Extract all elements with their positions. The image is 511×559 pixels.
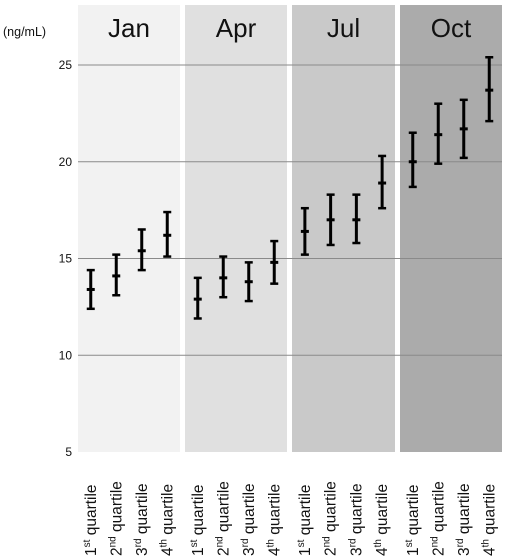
panel-background-jan — [78, 5, 180, 452]
x-tick-label-jul-q2: 2nd quartile — [322, 481, 340, 556]
panel-title-jul: Jul — [327, 13, 360, 43]
panel-title-apr: Apr — [216, 13, 257, 43]
panel-background-jul — [292, 5, 395, 452]
x-tick-label-oct-q2: 2nd quartile — [429, 481, 447, 556]
x-tick-label-apr-q3: 3rd quartile — [240, 483, 258, 556]
x-tick-label-jan-q4: 4th quartile — [158, 484, 176, 556]
x-tick-label-jul-q3: 3rd quartile — [347, 483, 365, 556]
errorbar-oct-q4 — [485, 56, 494, 123]
x-tick-label-apr-q1: 1st quartile — [189, 484, 207, 556]
errorbar-jul-q4 — [378, 154, 387, 210]
y-axis: (ng/mL) 5 10 15 20 25 — [3, 25, 72, 459]
y-tick-label-15: 15 — [59, 252, 73, 266]
season-panels: Jan Apr Jul Oct — [78, 5, 502, 452]
x-tick-label-oct-q4: 4th quartile — [480, 484, 498, 556]
errorbar-apr-q2 — [219, 255, 228, 299]
errorbar-apr-q3 — [244, 261, 253, 303]
error-bars — [86, 56, 494, 320]
errorbar-oct-q3 — [459, 98, 468, 160]
panel-background-apr — [185, 5, 287, 452]
x-tick-label-jul-q1: 1st quartile — [296, 484, 314, 556]
panel-title-jan: Jan — [108, 13, 150, 43]
y-tick-label-20: 20 — [59, 155, 73, 169]
errorbar-apr-q1 — [193, 276, 202, 320]
x-axis-labels: 1st quartile 2nd quartile 3rd quartile 4th … — [82, 481, 499, 556]
y-tick-label-5: 5 — [65, 445, 72, 459]
errorbar-apr-q4 — [270, 239, 279, 285]
errorbar-oct-q2 — [434, 102, 443, 165]
panel-background-oct — [400, 5, 502, 452]
y-tick-label-10: 10 — [59, 348, 73, 362]
x-tick-label-oct-q1: 1st quartile — [404, 484, 422, 556]
x-tick-label-apr-q2: 2nd quartile — [214, 481, 232, 556]
errorbar-jan-q1 — [86, 268, 95, 311]
errorbar-jul-q1 — [300, 206, 309, 256]
errorbar-oct-q1 — [408, 131, 417, 189]
y-axis-unit-label: (ng/mL) — [3, 25, 46, 39]
x-tick-label-oct-q3: 3rd quartile — [455, 483, 473, 556]
x-tick-label-jan-q1: 1st quartile — [82, 484, 100, 556]
errorbar-jul-q3 — [352, 193, 361, 245]
errorbar-jul-q2 — [326, 193, 335, 247]
panel-title-oct: Oct — [431, 13, 472, 43]
x-tick-label-jan-q2: 2nd quartile — [107, 481, 125, 556]
errorbar-jan-q2 — [112, 253, 121, 297]
x-tick-label-jul-q4: 4th quartile — [373, 484, 391, 556]
x-tick-label-jan-q3: 3rd quartile — [133, 483, 151, 556]
y-tick-label-25: 25 — [59, 58, 73, 72]
x-tick-label-apr-q4: 4th quartile — [265, 484, 283, 556]
gridlines — [78, 64, 502, 356]
errorbar-jan-q4 — [163, 210, 172, 258]
errorbar-jan-q3 — [137, 228, 146, 272]
